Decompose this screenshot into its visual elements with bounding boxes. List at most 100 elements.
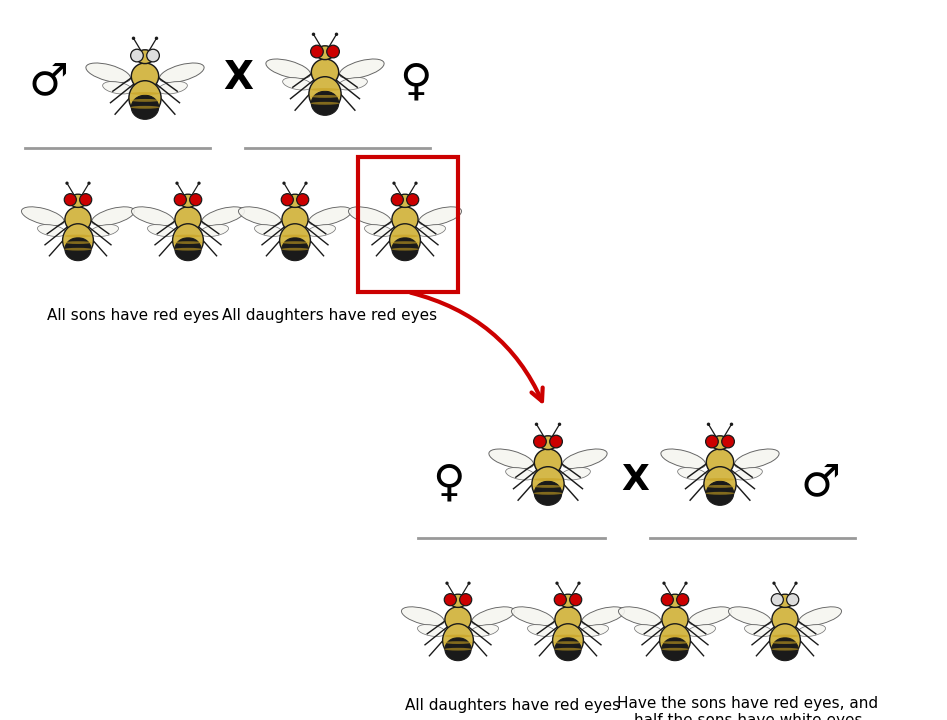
Circle shape [445,582,449,585]
Ellipse shape [661,449,706,469]
Circle shape [555,582,559,585]
Circle shape [706,423,710,426]
Ellipse shape [200,225,228,236]
Circle shape [335,32,338,36]
Ellipse shape [69,194,86,207]
Ellipse shape [472,607,514,626]
Ellipse shape [172,224,204,257]
Ellipse shape [132,95,159,120]
Ellipse shape [281,241,309,244]
Ellipse shape [281,248,309,251]
Circle shape [558,423,562,426]
Ellipse shape [728,607,771,626]
Ellipse shape [442,624,474,657]
Ellipse shape [158,81,188,94]
Circle shape [131,49,143,62]
Ellipse shape [175,207,201,233]
Ellipse shape [311,95,339,98]
Ellipse shape [581,624,609,636]
Text: ♀: ♀ [432,462,464,505]
Circle shape [661,594,673,606]
Ellipse shape [561,467,590,480]
Ellipse shape [667,594,684,608]
Ellipse shape [348,207,391,225]
Circle shape [706,435,718,448]
Circle shape [311,45,323,58]
Ellipse shape [202,207,244,225]
Ellipse shape [450,594,467,608]
Ellipse shape [311,88,339,91]
Circle shape [685,582,688,585]
Ellipse shape [239,207,281,225]
Ellipse shape [527,624,556,636]
Ellipse shape [391,235,419,238]
Ellipse shape [64,241,92,244]
Ellipse shape [471,624,498,636]
Ellipse shape [799,607,842,626]
Circle shape [773,582,776,585]
Ellipse shape [770,624,800,657]
Ellipse shape [159,63,205,83]
Ellipse shape [744,624,773,636]
Circle shape [468,582,471,585]
Ellipse shape [771,642,799,644]
Ellipse shape [706,478,735,481]
Ellipse shape [706,485,735,488]
Ellipse shape [444,642,472,644]
Circle shape [64,194,77,206]
Ellipse shape [704,467,736,502]
Circle shape [549,435,563,448]
Ellipse shape [129,81,161,115]
Ellipse shape [65,238,91,261]
Ellipse shape [316,46,334,60]
Ellipse shape [445,638,471,661]
Ellipse shape [772,607,798,632]
Ellipse shape [392,238,418,261]
Text: ♀: ♀ [399,60,431,104]
Ellipse shape [555,638,581,661]
Ellipse shape [174,241,202,244]
Ellipse shape [365,225,393,236]
Ellipse shape [554,634,581,637]
Ellipse shape [706,481,734,505]
Circle shape [578,582,581,585]
Ellipse shape [444,648,472,651]
Ellipse shape [511,607,554,626]
Ellipse shape [311,102,339,104]
Ellipse shape [279,224,311,257]
Circle shape [80,194,92,206]
Ellipse shape [797,624,826,636]
Ellipse shape [506,467,535,480]
Ellipse shape [174,235,202,238]
Ellipse shape [634,624,663,636]
Ellipse shape [389,224,420,257]
Ellipse shape [711,436,729,449]
Ellipse shape [255,225,283,236]
Circle shape [312,32,315,36]
Circle shape [87,181,91,185]
Ellipse shape [391,241,419,244]
Ellipse shape [554,648,581,651]
Circle shape [677,594,688,606]
Circle shape [154,37,158,40]
Ellipse shape [131,106,159,109]
Text: X: X [621,463,649,497]
Circle shape [722,435,734,448]
Ellipse shape [312,59,339,86]
Ellipse shape [771,634,799,637]
Ellipse shape [286,194,304,207]
Circle shape [533,435,546,448]
Ellipse shape [65,207,91,233]
Ellipse shape [772,638,798,661]
Circle shape [296,194,309,206]
Circle shape [415,181,418,185]
Ellipse shape [419,207,461,225]
Ellipse shape [534,481,562,505]
Ellipse shape [266,59,311,78]
Ellipse shape [777,594,794,608]
Ellipse shape [397,194,414,207]
Ellipse shape [735,449,779,469]
Ellipse shape [560,594,577,608]
Ellipse shape [136,50,154,63]
Ellipse shape [281,235,309,238]
